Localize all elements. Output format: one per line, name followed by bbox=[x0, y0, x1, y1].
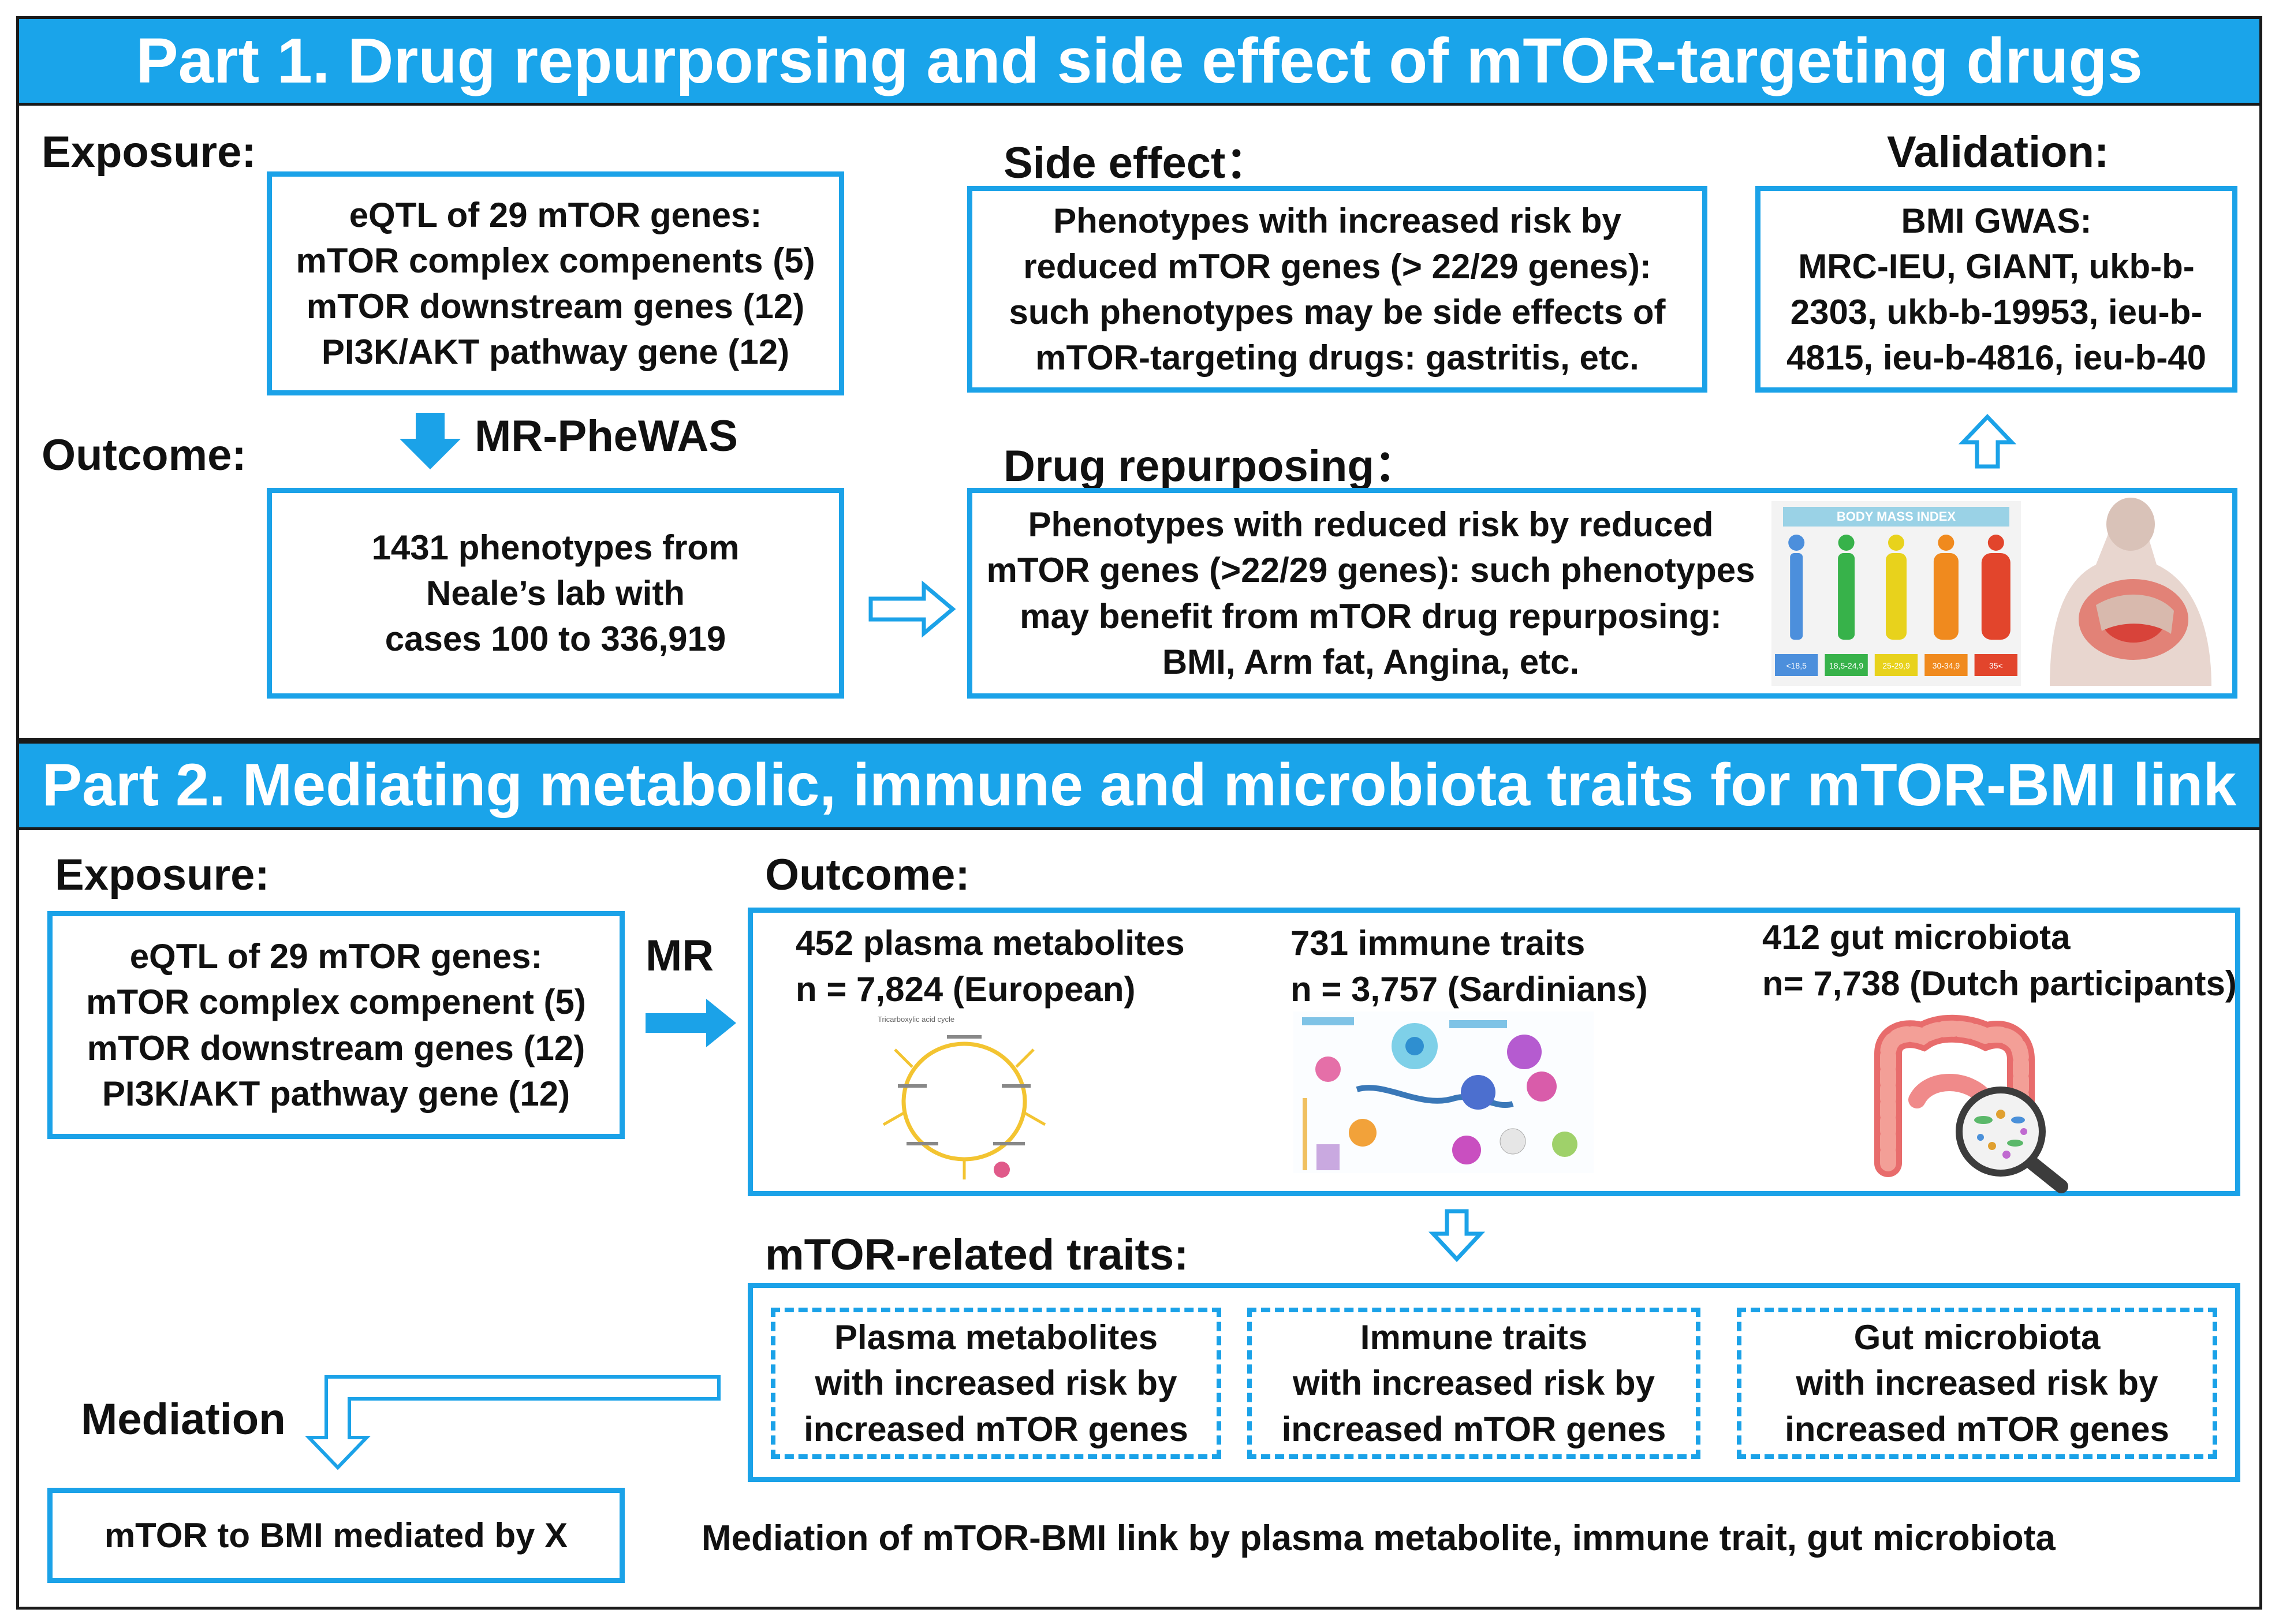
gut-microbiota-illustration bbox=[1874, 1014, 2068, 1193]
bmi-range-label: <18,5 bbox=[1786, 661, 1807, 670]
mediation-box: mTOR to BMI mediated by X bbox=[47, 1488, 625, 1583]
drug-repurposing-label: Drug repurposing： bbox=[1004, 442, 1418, 491]
exposure-line: eQTL of 29 mTOR genes: bbox=[349, 195, 762, 234]
bent-outline-arrow-icon bbox=[304, 1375, 721, 1470]
part1-outcome-label: Outcome: bbox=[42, 431, 247, 480]
part1-panel: Part 1. Drug repurporsing and side effec… bbox=[16, 16, 2262, 741]
microbiota-n: n= 7,738 (Dutch participants) bbox=[1762, 964, 2237, 1003]
bmi-figure: 25-29,9 bbox=[1874, 535, 1918, 676]
chest-pain-illustration bbox=[2027, 498, 2226, 686]
immune-title: 731 immune traits bbox=[1290, 924, 1586, 962]
trait-line: with increased risk by bbox=[815, 1364, 1177, 1403]
validation-label: Validation: bbox=[1887, 128, 2109, 177]
part1-exposure-box: eQTL of 29 mTOR genes: mTOR complex comp… bbox=[267, 171, 844, 395]
immune-n: n = 3,757 (Sardinians) bbox=[1290, 970, 1648, 1009]
bmi-range-label: 35< bbox=[1989, 661, 2003, 670]
repurposing-line: Phenotypes with reduced risk by reduced bbox=[1028, 505, 1714, 544]
exposure-line: mTOR complex compenents (5) bbox=[296, 241, 815, 280]
trait-line: increased mTOR genes bbox=[804, 1409, 1188, 1448]
cycle-title: Tricarboxylic acid cycle bbox=[878, 1015, 955, 1024]
part2-exposure-box: eQTL of 29 mTOR genes: mTOR complex comp… bbox=[47, 911, 625, 1139]
right-outline-arrow-icon bbox=[868, 580, 956, 638]
trait-line: Gut microbiota bbox=[1853, 1318, 2101, 1357]
validation-line: 4815, ieu-b-4816, ieu-b-40 bbox=[1786, 338, 2206, 378]
mr-label: MR bbox=[646, 931, 714, 980]
side-effect-line: such phenotypes may be side effects of bbox=[1009, 293, 1666, 331]
mr-phewas-label: MR-PheWAS bbox=[475, 412, 738, 461]
side-effect-box: Phenotypes with increased risk by reduce… bbox=[967, 186, 1707, 393]
bmi-figure: 30-34,9 bbox=[1924, 535, 1968, 676]
bmi-range-label: 30-34,9 bbox=[1933, 661, 1960, 670]
trait-line: Immune traits bbox=[1360, 1318, 1588, 1357]
trait-line: with increased risk by bbox=[1293, 1364, 1655, 1403]
part1-outcome-box: 1431 phenotypes from Neale’s lab with ca… bbox=[267, 488, 844, 699]
part2-exposure-label: Exposure: bbox=[55, 850, 270, 899]
outcome-line: cases 100 to 336,919 bbox=[385, 619, 726, 659]
part2-outcome-label: Outcome: bbox=[765, 850, 970, 899]
validation-box: BMI GWAS: MRC-IEU, GIANT, ukb-b- 2303, u… bbox=[1755, 186, 2237, 393]
outcome-line: 1431 phenotypes from bbox=[371, 528, 740, 567]
bmi-figure: <18,5 bbox=[1775, 535, 1818, 676]
cycle-icon bbox=[882, 1035, 1046, 1179]
repurposing-line: BMI, Arm fat, Angina, etc. bbox=[1162, 642, 1580, 681]
trait-box-immune: Immune traits with increased risk by inc… bbox=[1247, 1308, 1700, 1459]
traits-label: mTOR-related traits: bbox=[765, 1230, 1189, 1279]
bmi-figures: <18,5 18,5-24,9 25-29,9 30-34,9 35< bbox=[1775, 535, 2017, 676]
trait-line: Plasma metabolites bbox=[834, 1318, 1158, 1357]
exposure-line: mTOR complex compenent (5) bbox=[86, 983, 586, 1022]
repurposing-line: mTOR genes (>22/29 genes): such phenotyp… bbox=[986, 551, 1755, 590]
microbiota-title: 412 gut microbiota bbox=[1762, 918, 2071, 957]
immune-cells-illustration bbox=[1293, 1011, 1594, 1173]
part1-exposure-label: Exposure: bbox=[42, 128, 256, 177]
bmi-figure: 35< bbox=[1974, 535, 2017, 676]
bmi-range-label: 18,5-24,9 bbox=[1829, 661, 1863, 670]
side-effect-line: Phenotypes with increased risk by bbox=[1053, 201, 1621, 240]
validation-line: 2303, ukb-b-19953, ieu-b- bbox=[1790, 293, 2203, 331]
bmi-title: BODY MASS INDEX bbox=[1836, 509, 1956, 524]
down-outline-arrow-icon bbox=[1428, 1209, 1486, 1263]
trait-line: with increased risk by bbox=[1796, 1364, 2158, 1403]
outcome-line: Neale’s lab with bbox=[426, 573, 685, 613]
mediation-label: Mediation bbox=[81, 1395, 286, 1444]
up-outline-arrow-icon bbox=[1958, 413, 2017, 469]
traits-container bbox=[748, 1283, 2240, 1482]
bmi-infographic: BODY MASS INDEX <18,5 18,5-24,9 25-29,9 30-… bbox=[1771, 501, 2021, 686]
right-arrow-icon bbox=[646, 999, 736, 1047]
side-effect-line: mTOR-targeting drugs: gastritis, etc. bbox=[1035, 338, 1639, 378]
validation-line: MRC-IEU, GIANT, ukb-b- bbox=[1798, 247, 2195, 286]
trait-line: increased mTOR genes bbox=[1281, 1409, 1666, 1448]
trait-box-microbiota: Gut microbiota with increased risk by in… bbox=[1737, 1308, 2217, 1459]
metabolites-title: 452 plasma metabolites bbox=[796, 924, 1185, 962]
part2-title: Part 2. Mediating metabolic, immune and … bbox=[19, 744, 2259, 830]
metabolites-n: n = 7,824 (European) bbox=[796, 970, 1136, 1009]
repurposing-line: may benefit from mTOR drug repurposing: bbox=[1020, 596, 1722, 636]
metabolic-cycle-diagram: Tricarboxylic acid cycle bbox=[878, 1015, 1051, 1182]
exposure-line: PI3K/AKT pathway gene (12) bbox=[102, 1074, 570, 1113]
bmi-range-label: 25-29,9 bbox=[1882, 661, 1910, 670]
side-effect-label: Side effect： bbox=[1004, 139, 1270, 188]
mediation-box-text: mTOR to BMI mediated by X bbox=[104, 1515, 568, 1555]
down-arrow-icon bbox=[400, 413, 461, 469]
exposure-line: mTOR downstream genes (12) bbox=[87, 1028, 585, 1067]
repurposing-text: Phenotypes with reduced risk by reduced … bbox=[972, 502, 1769, 685]
exposure-line: PI3K/AKT pathway gene (12) bbox=[321, 333, 790, 372]
validation-line: BMI GWAS: bbox=[1901, 201, 2092, 240]
mediation-text: Mediation of mTOR-BMI link by plasma met… bbox=[702, 1518, 2056, 1558]
part2-panel: Part 2. Mediating metabolic, immune and … bbox=[16, 741, 2262, 1610]
drug-repurposing-box: Phenotypes with reduced risk by reduced … bbox=[967, 488, 2237, 699]
part1-title: Part 1. Drug repurporsing and side effec… bbox=[19, 19, 2259, 106]
exposure-line: eQTL of 29 mTOR genes: bbox=[129, 937, 543, 976]
exposure-line: mTOR downstream genes (12) bbox=[306, 287, 805, 326]
bmi-figure: 18,5-24,9 bbox=[1825, 535, 1868, 676]
trait-box-metabolites: Plasma metabolites with increased risk b… bbox=[771, 1308, 1221, 1459]
side-effect-line: reduced mTOR genes (> 22/29 genes): bbox=[1023, 247, 1651, 286]
trait-line: increased mTOR genes bbox=[1785, 1409, 2169, 1448]
bmi-title-ribbon: BODY MASS INDEX bbox=[1783, 507, 2009, 527]
